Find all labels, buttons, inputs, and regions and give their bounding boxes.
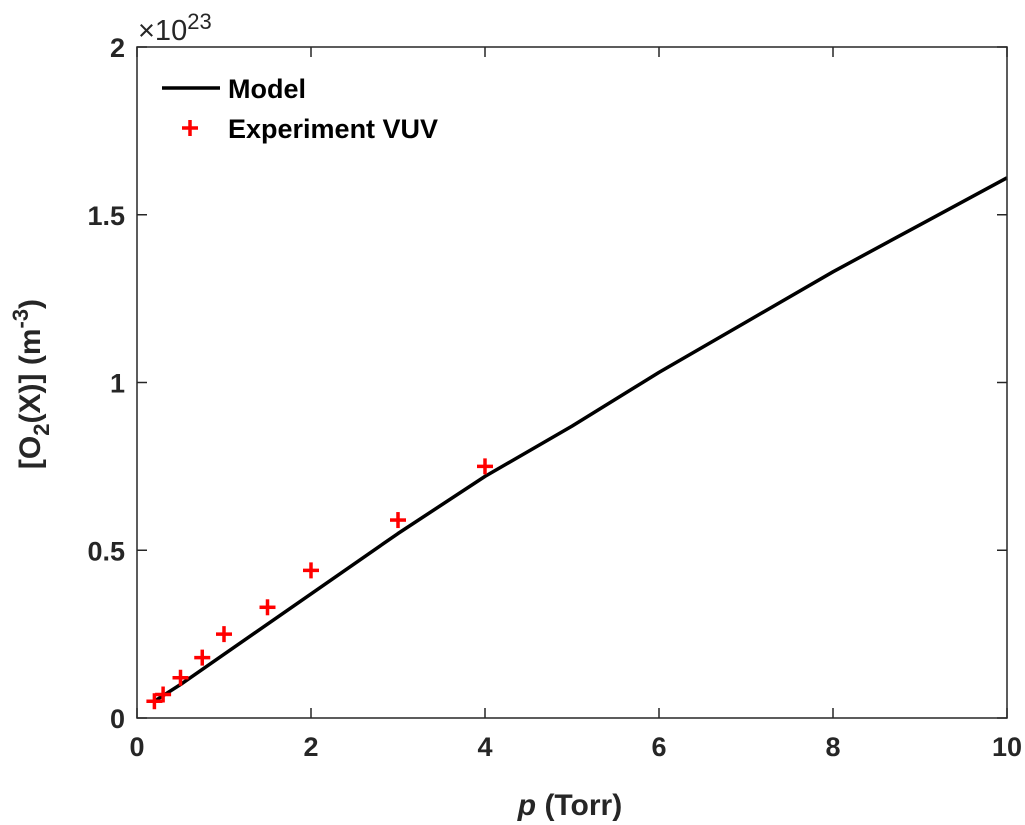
legend-swatch-experiment [182, 120, 198, 136]
y-axis-title-middle: (X)] (m [14, 329, 47, 424]
y-exponent-power: 23 [187, 9, 211, 34]
x-axis-title-variable: p [517, 789, 536, 822]
data-point-experiment [390, 512, 406, 529]
y-tick-label: 0 [110, 704, 125, 734]
x-tick-label: 8 [825, 732, 840, 762]
x-tick-label: 2 [303, 732, 318, 762]
data-point-experiment [303, 562, 319, 579]
x-tick-label: 0 [129, 732, 144, 762]
x-tick-label: 10 [992, 732, 1022, 762]
y-axis-title-superscript: -3 [8, 309, 33, 329]
data-point-experiment [259, 599, 276, 616]
y-axis-title-suffix: ) [14, 299, 47, 309]
y-tick-label: 2 [110, 33, 125, 63]
data-point-experiment [172, 669, 189, 686]
y-exponent-label: ×1023 [138, 9, 212, 47]
data-point-experiment [155, 686, 172, 703]
x-axis-title: p (Torr) [517, 789, 622, 822]
x-tick-label: 6 [651, 732, 666, 762]
x-tick-label: 4 [477, 732, 492, 762]
data-point-experiment [146, 693, 163, 710]
legend-label-model: Model [228, 74, 306, 104]
y-tick-label: 1.5 [87, 201, 125, 231]
axes [136, 46, 1008, 719]
y-tick-label: 0.5 [87, 536, 125, 566]
y-axis-title-prefix: [O [14, 436, 47, 469]
data-point-experiment [194, 649, 211, 666]
y-axis-title: [O2(X)] (m-3) [8, 299, 54, 469]
y-exponent-base: ×10 [138, 15, 187, 47]
y-axis-title-subscript: 2 [29, 423, 54, 435]
data-point-experiment [216, 626, 232, 643]
legend: Model Experiment VUV [162, 74, 438, 144]
axes-box [136, 46, 1008, 719]
y-axis-ticks: 0 0.5 1 1.5 2 [87, 33, 1007, 734]
x-axis-title-unit: (Torr) [536, 789, 622, 822]
plot-area [146, 176, 1008, 710]
data-point-experiment [477, 458, 493, 475]
series-line-model [153, 176, 1008, 703]
y-tick-label: 1 [110, 369, 125, 399]
x-axis-ticks: 0 2 4 6 8 10 [129, 47, 1022, 762]
legend-label-experiment: Experiment VUV [228, 114, 438, 144]
